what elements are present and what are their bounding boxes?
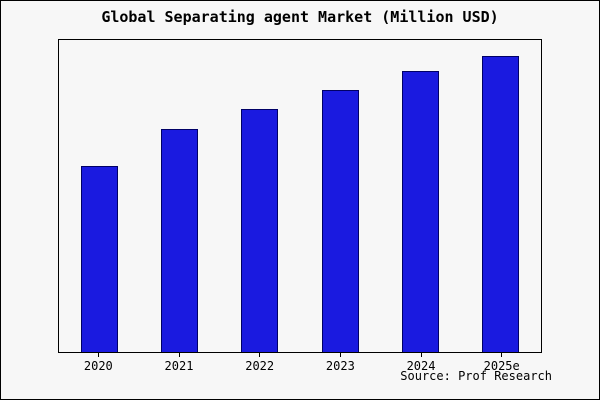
bar-2022 xyxy=(241,108,279,352)
x-tick-label: 2022 xyxy=(245,359,275,373)
tick-mark xyxy=(339,353,341,357)
bar-2021 xyxy=(160,128,198,352)
x-tick-label: 2023 xyxy=(325,359,355,373)
bar-column-2021 xyxy=(139,40,219,352)
x-tick-2023: 2023 xyxy=(300,353,381,373)
x-axis-labels: 2020 2021 2022 2023 2024 2025e xyxy=(58,353,542,373)
tick-mark xyxy=(97,353,99,357)
bar-2023 xyxy=(321,89,359,352)
x-tick-label: 2024 xyxy=(406,359,436,373)
bar-2020 xyxy=(80,166,118,352)
x-tick-2022: 2022 xyxy=(219,353,300,373)
bar-column-2023 xyxy=(300,40,380,352)
x-tick-2020: 2020 xyxy=(58,353,139,373)
tick-mark xyxy=(501,353,503,357)
bar-column-2020 xyxy=(59,40,139,352)
bar-column-2025e xyxy=(461,40,541,352)
x-tick-2024: 2024 xyxy=(381,353,462,373)
x-tick-label: 2021 xyxy=(164,359,194,373)
tick-mark xyxy=(178,353,180,357)
bar-2025e xyxy=(482,55,520,352)
bars-area xyxy=(59,40,541,352)
x-tick-label: 2025e xyxy=(483,359,520,373)
plot-area xyxy=(58,39,542,353)
tick-mark xyxy=(420,353,422,357)
x-tick-label: 2020 xyxy=(83,359,113,373)
source-note: Source: Prof Research xyxy=(400,369,552,383)
bar-column-2022 xyxy=(220,40,300,352)
chart-title: Global Separating agent Market (Million … xyxy=(101,8,499,26)
bar-column-2024 xyxy=(380,40,460,352)
x-tick-2025e: 2025e xyxy=(461,353,542,373)
x-tick-2021: 2021 xyxy=(139,353,220,373)
tick-mark xyxy=(259,353,261,357)
bar-2024 xyxy=(401,71,439,352)
